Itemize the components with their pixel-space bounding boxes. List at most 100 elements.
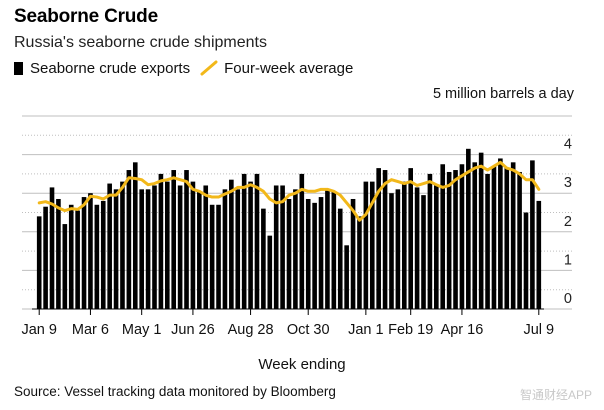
bar	[478, 152, 484, 309]
bar	[440, 164, 446, 309]
bar	[510, 162, 516, 309]
y-tick-label: 3	[564, 175, 572, 191]
bar	[517, 171, 522, 309]
bar	[164, 181, 170, 309]
bar	[305, 198, 311, 309]
bar	[325, 189, 330, 309]
x-tick-label: Feb 19	[388, 322, 433, 338]
chart-title: Seaborne Crude	[14, 6, 158, 27]
bar	[434, 185, 439, 309]
bar	[530, 160, 535, 309]
bar	[453, 170, 458, 309]
bar	[56, 198, 61, 309]
bar	[152, 185, 157, 309]
bar	[357, 216, 362, 309]
bar	[376, 168, 381, 309]
four-week-average-line	[37, 160, 541, 222]
bar	[446, 171, 452, 309]
legend-bar-swatch	[14, 61, 23, 75]
bar	[158, 173, 164, 309]
x-axis-title: Week ending	[258, 356, 346, 373]
bar	[49, 187, 55, 309]
bar	[145, 189, 151, 309]
bar	[427, 173, 433, 309]
x-tick-label: Aug 28	[228, 322, 274, 338]
x-tick-label: Jan 9	[21, 322, 56, 338]
y-tick-label: 1	[564, 252, 572, 268]
bar	[184, 170, 189, 309]
bar	[286, 198, 292, 309]
source-note: Source: Vessel tracking data monitored b…	[14, 384, 336, 399]
y-tick-label: 4	[564, 137, 572, 153]
bar	[459, 164, 465, 309]
bar	[504, 168, 510, 309]
bar	[254, 173, 260, 309]
bar	[177, 185, 183, 309]
bar	[113, 189, 119, 309]
bar	[318, 197, 324, 309]
bar	[107, 183, 112, 309]
bar	[241, 173, 247, 309]
bar	[248, 181, 253, 309]
bar	[523, 212, 529, 309]
bar	[216, 204, 221, 309]
x-tick-label: May 1	[122, 322, 162, 338]
bar	[293, 189, 298, 309]
bar	[337, 208, 343, 309]
bar	[382, 170, 388, 309]
bar	[235, 189, 241, 309]
legend-line-swatch	[200, 60, 218, 76]
bar	[261, 208, 266, 309]
bar	[414, 187, 420, 309]
bar	[331, 191, 337, 309]
legend-line-label: Four-week average	[224, 59, 354, 77]
chart-subtitle: Russia's seaborne crude shipments	[14, 34, 267, 51]
bar	[267, 235, 273, 309]
watermark: 智通财经APP	[519, 388, 592, 402]
bar	[280, 185, 285, 309]
bar	[408, 168, 414, 309]
bar	[68, 204, 74, 309]
bar	[472, 162, 478, 309]
bar	[421, 195, 426, 309]
bar	[395, 189, 401, 309]
bar	[299, 173, 305, 309]
x-tick-label: Jan 1	[348, 322, 383, 338]
bar	[94, 204, 100, 309]
x-tick-label: Mar 6	[72, 322, 109, 338]
bar	[485, 173, 490, 309]
x-tick-label: Apr 16	[441, 322, 484, 338]
bar	[344, 245, 349, 309]
bar	[88, 193, 93, 309]
bar	[36, 216, 42, 309]
legend-bars-label: Seaborne crude exports	[30, 59, 191, 77]
bar	[466, 148, 471, 309]
bar	[43, 206, 48, 309]
bar	[197, 191, 202, 309]
bar	[312, 202, 317, 309]
bar	[363, 181, 369, 309]
bar	[126, 170, 132, 309]
bar	[222, 189, 228, 309]
bar	[498, 158, 503, 309]
bar	[190, 181, 196, 309]
y-tick-label: 2	[564, 214, 572, 230]
bar	[132, 162, 138, 309]
bar	[171, 170, 177, 309]
bar	[139, 189, 144, 309]
bar	[75, 210, 80, 309]
legend: Seaborne crude exports Four-week average	[14, 59, 353, 77]
bar	[100, 200, 106, 309]
bar	[81, 197, 87, 309]
bar	[273, 185, 279, 309]
bar	[401, 181, 407, 309]
bar	[209, 204, 215, 309]
bar	[491, 166, 497, 309]
y-axis-unit-label: 5 million barrels a day	[432, 86, 574, 102]
y-tick-label: 0	[564, 291, 572, 307]
bar	[203, 185, 209, 309]
bar	[229, 179, 234, 309]
bar	[536, 200, 542, 309]
bar	[369, 181, 375, 309]
